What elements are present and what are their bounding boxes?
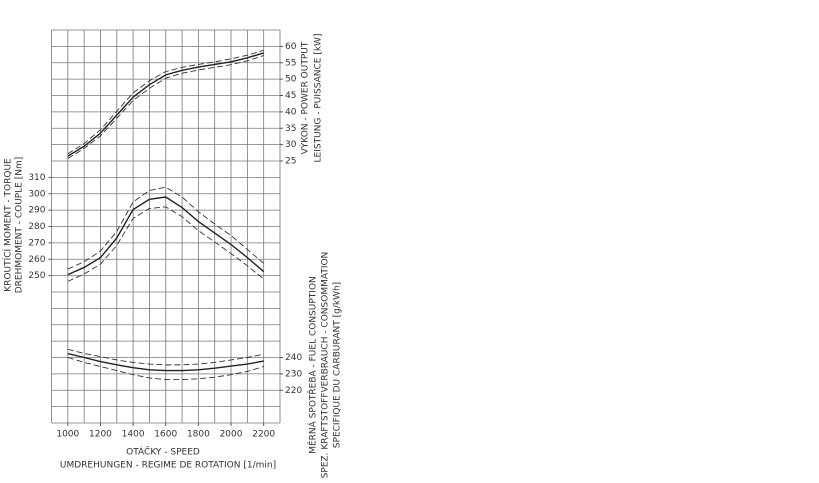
grid [51,29,281,424]
curve [67,186,264,270]
y-axis-label: MĚRNÁ SPOTŘEBA - FUEL CONSUPTION [307,276,319,454]
x-tick-label: 1400 [122,430,145,440]
y-tick-label: 45 [285,91,296,101]
x-tick-label: 2000 [220,430,243,440]
y-tick-label: 55 [285,58,296,68]
x-tick-label: 1800 [187,430,210,440]
x-tick-label: 1600 [154,430,177,440]
y-axis-label: SPEZ. KRAFTSTOFFVERBRAUCH - CONSOMMATION [321,252,331,479]
curve [67,196,265,276]
y-tick-label: 35 [285,124,296,134]
x-tick-label: 1000 [56,430,79,440]
y-tick-label: 260 [28,255,45,265]
y-tick-label: 270 [28,238,45,248]
y-tick-label: 250 [28,271,45,281]
curve [67,206,264,282]
y-tick-label: 40 [285,107,297,117]
x-tick-label: 1200 [89,430,112,440]
curve [67,357,264,381]
y-tick-label: 30 [285,140,297,150]
y-tick-label: 220 [285,386,302,396]
y-axis-label: SPECIFIQUE DU CARBURANT [g/kWh] [333,282,343,448]
y-axis-label: KROUTÍCÍ MOMENT - TORQUE [2,158,14,292]
x-axis-label: UMDREHUNGEN - REGIME DE ROTATION [1/min] [60,461,276,471]
curve [67,52,264,157]
y-axis-label: LEISTUNG - PUISSANCE [kW] [314,34,324,163]
y-tick-label: 60 [285,42,297,52]
curve [67,348,264,366]
y-tick-label: 280 [28,222,45,232]
x-axis-label: OTÁČKY - SPEED [126,446,200,458]
y-tick-label: 240 [285,353,302,363]
y-tick-label: 300 [28,189,45,199]
y-tick-label: 25 [285,157,296,167]
y-tick-label: 50 [285,75,297,85]
y-tick-label: 290 [28,206,45,216]
curve [67,352,264,372]
x-tick-label: 2200 [252,430,275,440]
y-tick-label: 310 [28,173,45,183]
y-tick-label: 230 [285,369,302,379]
y-axis-label: VÝKON - POWER OUTPUT [299,41,311,154]
curve [67,55,264,159]
y-axis-label: DREHMOMENT - COUPLE [Nm] [15,157,25,294]
curve [67,49,264,155]
